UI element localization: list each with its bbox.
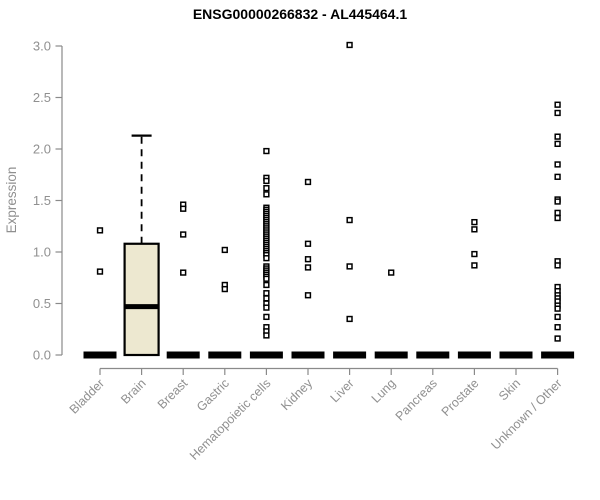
data-point — [180, 231, 187, 238]
data-point — [304, 256, 312, 263]
data-point — [263, 332, 270, 339]
data-point — [263, 184, 270, 192]
data-point — [471, 218, 478, 226]
data-point — [96, 268, 104, 275]
data-point — [471, 262, 478, 269]
chart-title: ENSG00000266832 - AL445464.1 — [193, 6, 408, 22]
x-tick-label: Unknown / Other — [488, 376, 564, 452]
data-point — [554, 305, 561, 312]
y-tick-label: 1.0 — [33, 245, 51, 260]
data-point — [554, 173, 561, 180]
boxplot-series — [374, 269, 408, 359]
y-tick-label: 2.5 — [33, 90, 51, 105]
data-point — [263, 304, 270, 311]
collapsed-box — [457, 351, 491, 359]
data-point — [263, 281, 270, 289]
data-point — [554, 214, 561, 222]
data-point — [346, 315, 353, 323]
data-point — [388, 269, 395, 276]
data-point — [304, 264, 312, 271]
y-tick-label: 0.0 — [33, 348, 51, 363]
data-point — [471, 226, 478, 233]
data-point — [180, 269, 187, 276]
x-tick-label: Kidney — [278, 376, 315, 413]
data-point — [471, 250, 478, 258]
collapsed-box — [83, 351, 117, 359]
boxplot-series — [541, 101, 575, 359]
data-point — [554, 313, 561, 321]
data-point — [221, 285, 228, 293]
y-axis: 0.0 0.5 1.0 1.5 2.0 2.5 3.0 — [33, 39, 63, 363]
x-tick-label: Gastric — [194, 376, 232, 414]
boxplot-series — [249, 147, 283, 359]
data-point — [554, 324, 561, 331]
boxplot-series — [83, 227, 117, 359]
boxplot-series — [123, 134, 160, 357]
data-point — [554, 161, 561, 168]
y-tick-label: 0.5 — [33, 296, 51, 311]
collapsed-box — [208, 351, 242, 359]
data-point — [263, 290, 270, 297]
collapsed-box — [374, 351, 408, 359]
x-tick-label: Hematopoietic cells — [187, 376, 274, 463]
data-point — [554, 140, 561, 147]
x-tick-label: Breast — [155, 376, 191, 412]
y-tick-label: 1.5 — [33, 193, 51, 208]
box — [123, 242, 160, 357]
data-point — [554, 335, 561, 342]
x-tick-label: Prostate — [439, 376, 482, 419]
data-point — [304, 240, 312, 247]
collapsed-box — [499, 351, 533, 359]
plot-area: 0.0 0.5 1.0 1.5 2.0 2.5 3.0 Bladder Brain Breast G… — [33, 39, 575, 463]
data-point — [554, 198, 561, 205]
x-tick-label: Bladder — [67, 376, 107, 416]
data-point — [221, 246, 228, 254]
boxplot-series — [416, 351, 450, 359]
data-point — [554, 109, 561, 117]
boxplot-series — [291, 178, 325, 359]
data-point — [96, 227, 104, 234]
x-tick-label: Brain — [118, 376, 149, 407]
y-axis-title: Expression — [4, 167, 19, 234]
y-tick-label: 3.0 — [33, 39, 51, 54]
data-point — [263, 313, 270, 321]
data-point — [263, 255, 270, 262]
collapsed-box — [249, 351, 283, 359]
x-tick-label: Skin — [496, 376, 523, 403]
data-point — [346, 41, 353, 49]
data-point — [346, 263, 353, 270]
boxplot-series — [208, 246, 242, 359]
collapsed-box — [166, 351, 200, 359]
data-point — [346, 216, 353, 224]
data-point — [180, 205, 187, 212]
collapsed-box — [333, 351, 367, 359]
x-tick-label: Lung — [369, 376, 399, 406]
boxplot-series — [333, 41, 367, 359]
data-point — [263, 275, 270, 282]
data-point — [554, 209, 561, 217]
data-point — [554, 101, 561, 108]
data-point — [263, 295, 270, 302]
collapsed-box — [291, 351, 325, 359]
collapsed-box — [416, 351, 450, 359]
data-point — [304, 178, 312, 186]
boxplot-series — [166, 201, 200, 359]
data-point — [304, 292, 312, 299]
data-point — [554, 262, 561, 269]
data-point — [263, 191, 270, 198]
x-tick-label: Liver — [328, 376, 357, 405]
collapsed-box — [541, 351, 575, 359]
data-point — [263, 147, 270, 155]
boxplot-series — [457, 218, 491, 359]
boxplot-series — [499, 351, 533, 359]
data-point — [263, 177, 270, 185]
y-tick-label: 2.0 — [33, 142, 51, 157]
data-point — [554, 133, 561, 140]
x-tick-label: Pancreas — [393, 376, 440, 423]
